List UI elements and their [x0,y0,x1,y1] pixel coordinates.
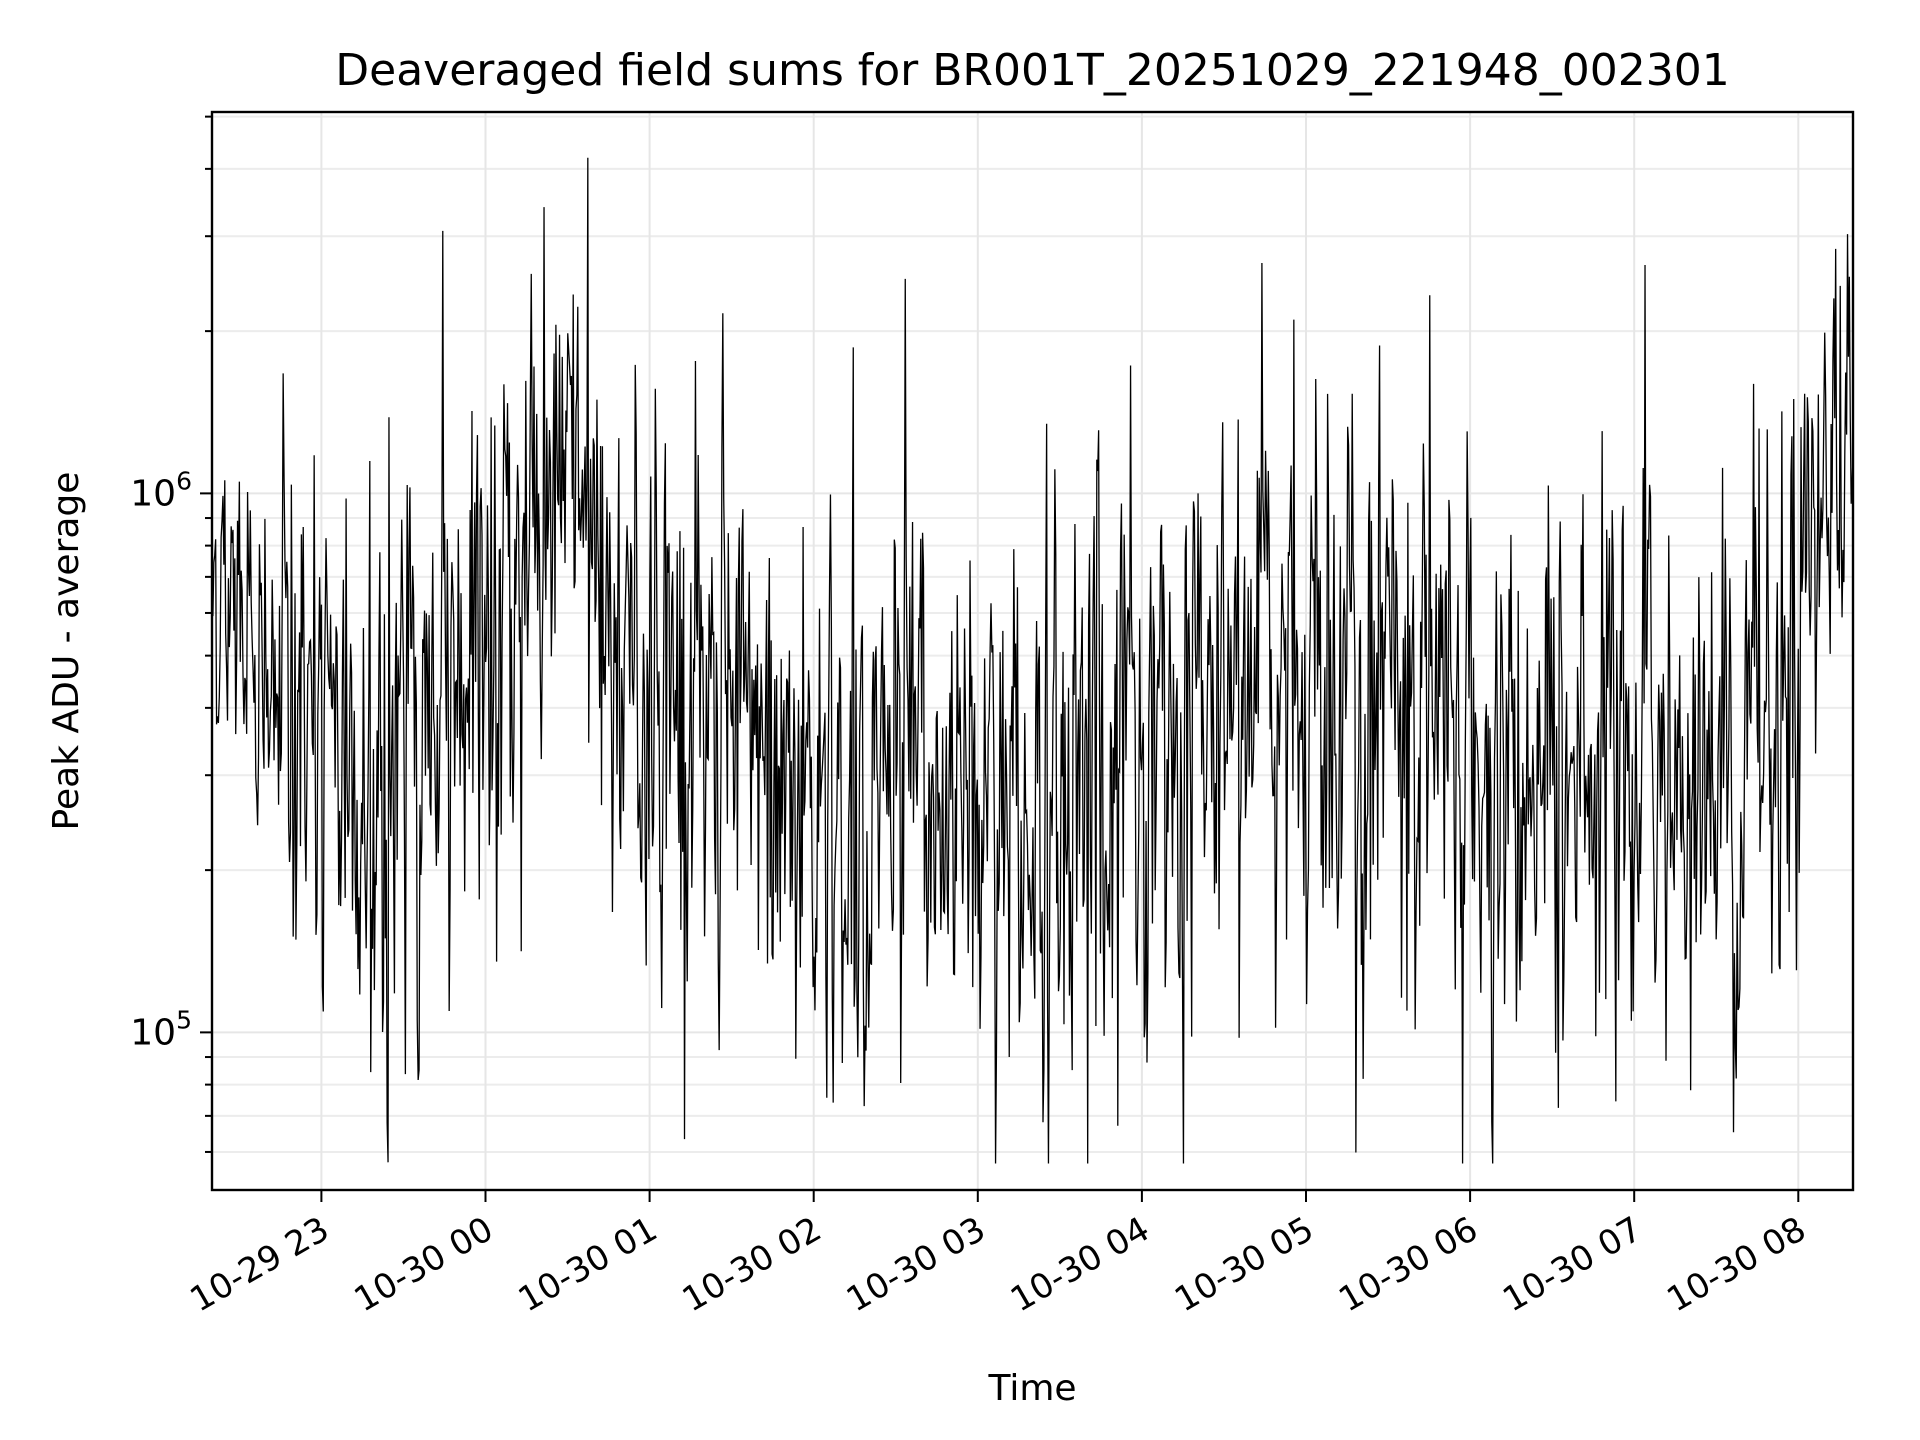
x-tick-label: 10-29 23 [184,1209,336,1320]
x-axis-label: Time [987,1368,1076,1409]
series-line [211,157,1854,1164]
x-tick-label: 10-30 01 [512,1209,664,1320]
plot-frame [210,110,1855,1192]
x-tick-label: 10-30 07 [1496,1209,1648,1320]
grid [212,112,1853,1190]
y-tick-label: 105 [130,1005,192,1053]
data-series [211,157,1854,1164]
x-tick-label: 10-30 06 [1332,1209,1484,1320]
x-tick-label: 10-30 05 [1168,1209,1320,1320]
x-tick-label: 10-30 04 [1004,1209,1156,1320]
chart-title: Deaveraged field sums for BR001T_2025102… [335,45,1730,96]
x-tick-label: 10-30 03 [840,1209,992,1320]
x-tick-label: 10-30 02 [676,1209,828,1320]
x-tick-label: 10-30 08 [1660,1209,1812,1320]
y-axis-label: Peak ADU - average [46,472,87,831]
x-tick-label: 10-30 00 [348,1209,500,1320]
y-tick-label: 106 [130,466,192,514]
